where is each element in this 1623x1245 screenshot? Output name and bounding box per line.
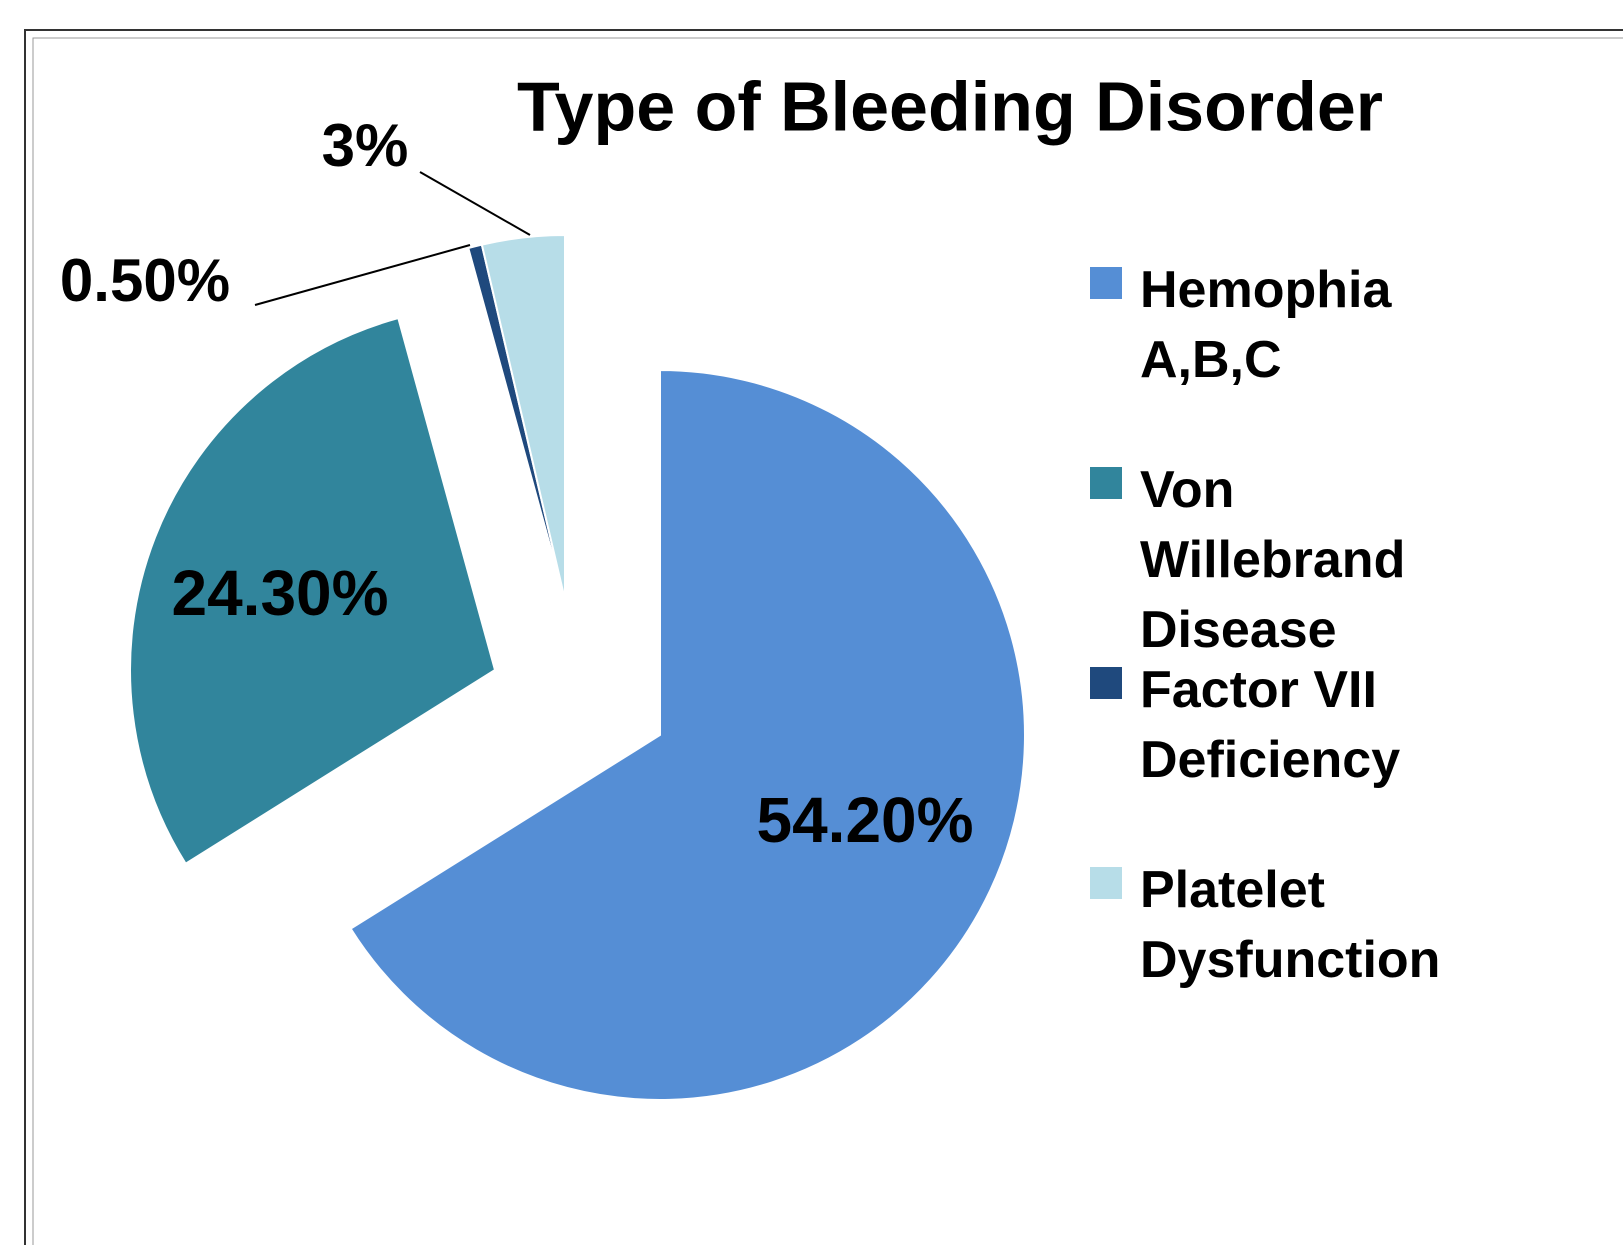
legend-swatch (1090, 867, 1122, 899)
data-label: 3% (322, 112, 409, 179)
leader-line (254, 244, 471, 306)
legend-item: Hemophia A,B,C (1090, 255, 1510, 395)
legend-label: Platelet Dysfunction (1140, 861, 1441, 989)
legend-item: Von Willebrand Disease (1090, 455, 1510, 665)
legend-swatch (1090, 667, 1122, 699)
legend-label: Von Willebrand Disease (1140, 461, 1406, 659)
legend-label: Factor VII Deficiency (1140, 661, 1401, 789)
legend-label: Hemophia A,B,C (1140, 261, 1392, 389)
pie-slice (129, 316, 497, 866)
chart-inner-border (32, 37, 1623, 1245)
legend-item: Factor VII Deficiency (1090, 655, 1510, 795)
pie-slice (480, 233, 566, 601)
data-label: 0.50% (60, 247, 230, 314)
chart-border (24, 29, 1623, 1245)
chart-title: Type of Bleeding Disorder (517, 67, 1383, 145)
legend-swatch (1090, 467, 1122, 499)
data-label: 24.30% (171, 557, 388, 629)
pie-slice (349, 368, 1026, 1101)
legend-swatch (1090, 267, 1122, 299)
leader-line (419, 171, 531, 236)
data-label: 54.20% (756, 784, 973, 856)
legend-item: Platelet Dysfunction (1090, 855, 1510, 995)
